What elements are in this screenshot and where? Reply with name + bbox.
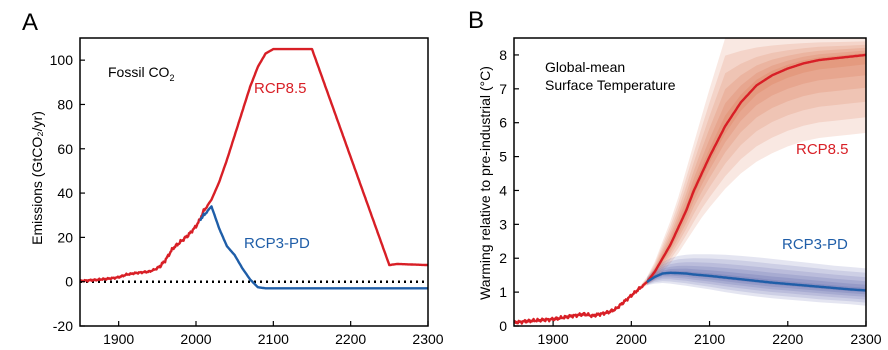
x-tick-label: 1900	[538, 331, 569, 347]
panel-a-rcp85-label: RCP8.5	[254, 80, 307, 97]
fossil-co2-annotation: Fossil CO2	[108, 64, 174, 83]
x-tick-label: 2000	[180, 331, 211, 347]
y-tick-label: 4	[499, 182, 507, 198]
panel-b-chart: B 1900 2000 2100 2200 2300 0 1 2 3 4 5 6 7 8 Warming…	[468, 7, 882, 347]
annotation-subscript: 2	[169, 73, 174, 83]
y-tick-label: 1	[499, 284, 507, 300]
x-tick-label: 2200	[335, 331, 366, 347]
series-line-rcp3pd	[200, 206, 428, 288]
y-tick-label: 5	[499, 149, 507, 165]
y-tick-label: 3	[499, 216, 507, 232]
panel-b-y-axis-label: Warming relative to pre-industrial (°C)	[477, 66, 493, 300]
panel-a-rcp3pd-label: RCP3-PD	[244, 235, 310, 252]
y-tick-label: 7	[499, 81, 507, 97]
y-tick-label: 6	[499, 115, 507, 131]
annotation-line-1: Global-mean	[545, 59, 625, 75]
panel-a-chart: A 1900 2000 2100 2200 2300 -20 0 20 40 60 80 100 E…	[22, 9, 444, 347]
y-tick-label: 100	[50, 52, 74, 68]
panel-a-letter: A	[22, 9, 38, 36]
panel-b-rcp3pd-label: RCP3-PD	[782, 236, 848, 253]
annotation-line-2: Surface Temperature	[545, 77, 676, 93]
x-tick-label: 2000	[616, 331, 647, 347]
x-tick-label: 2100	[694, 331, 725, 347]
y-tick-label: 2	[499, 250, 507, 266]
x-tick-label: 2100	[258, 331, 289, 347]
annotation-main: Fossil CO	[108, 64, 170, 80]
y-tick-label: 0	[499, 318, 507, 334]
y-tick-label: -20	[53, 318, 73, 334]
y-tick-label: 8	[499, 47, 507, 63]
y-tick-label: 80	[57, 96, 73, 112]
y-tick-label: 40	[57, 185, 73, 201]
panel-b-rcp85-label: RCP8.5	[796, 141, 849, 158]
y-tick-label: 60	[57, 141, 73, 157]
x-tick-label: 2200	[772, 331, 803, 347]
panel-a-y-axis-label: Emissions (GtCO₂/yr)	[29, 111, 45, 245]
x-tick-label: 1900	[103, 331, 134, 347]
y-tick-label: 20	[57, 229, 73, 245]
panel-b-letter: B	[468, 7, 484, 34]
y-tick-label: 0	[65, 274, 73, 290]
x-tick-label: 2300	[850, 331, 881, 347]
x-tick-label: 2300	[412, 331, 443, 347]
